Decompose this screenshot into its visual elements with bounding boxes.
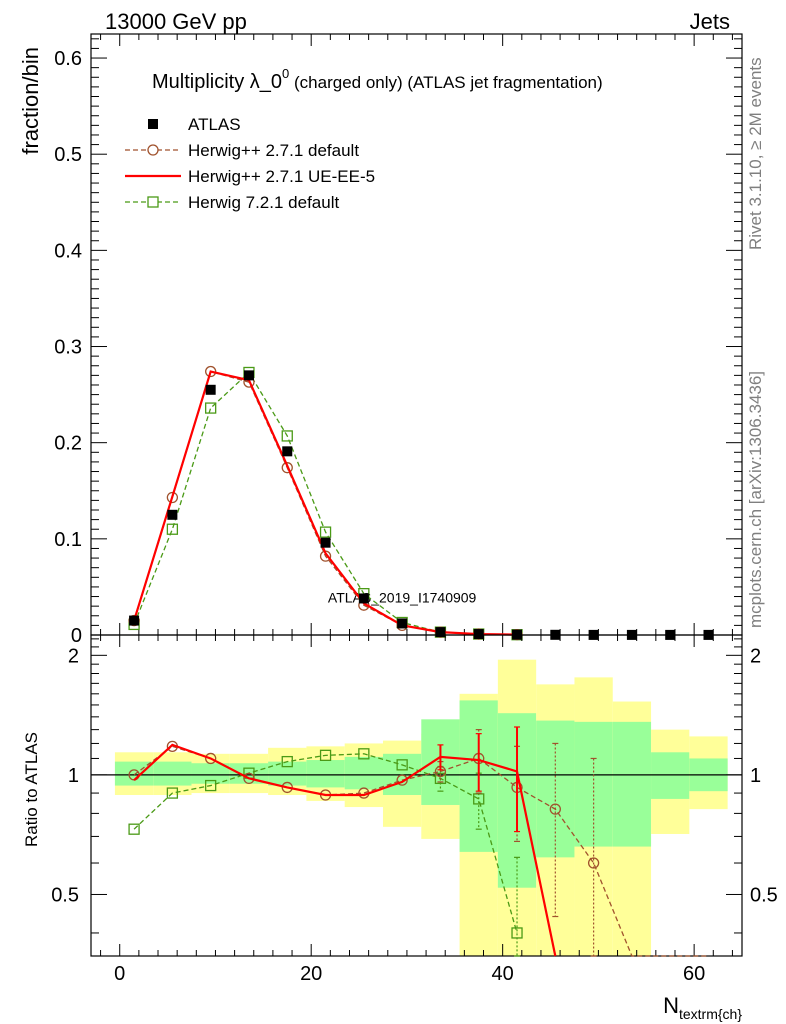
- band-inner: [344, 756, 383, 790]
- legend: ATLAS Herwig++ 2.7.1 default Herwig++ 2.7.…: [125, 115, 375, 212]
- point-herwigpp-default: [166, 491, 179, 504]
- band-inner: [191, 763, 230, 784]
- ratio-point-herwig7: [473, 793, 485, 805]
- ratio-point-herwig7: [205, 779, 217, 792]
- point-atlas: [205, 384, 216, 395]
- point-atlas: [358, 593, 369, 604]
- ratio-point-herwigpp-default: [243, 772, 255, 785]
- y-tick-label: 0.4: [54, 240, 82, 262]
- rivet-label: Rivet 3.1.10, ≥ 2M events: [746, 57, 765, 250]
- band-inner: [306, 760, 345, 788]
- ratio-y-tick-label: 0.5: [51, 884, 79, 906]
- x-tick-label: 0: [114, 963, 125, 985]
- point-atlas: [167, 509, 178, 520]
- legend-label: Herwig++ 2.7.1 UE-EE-5: [188, 167, 375, 186]
- ratio-point-herwig7: [396, 759, 408, 771]
- point-herwig7: [205, 402, 217, 414]
- ratio-y-tick-label-right: 1: [750, 765, 761, 787]
- x-tick-label: 60: [683, 963, 705, 985]
- y-axis-label: fraction/bin: [18, 47, 43, 155]
- ratio-y-tick-label: 2: [68, 645, 79, 667]
- ratio-y-tick-label: 1: [68, 765, 79, 787]
- y-tick-label: 0.3: [54, 337, 82, 359]
- legend-label: Herwig 7.2.1 default: [188, 193, 339, 212]
- point-atlas: [473, 629, 484, 640]
- point-atlas: [129, 615, 140, 626]
- point-atlas: [320, 537, 331, 548]
- watermark: ATLAS_2019_I1740909: [328, 589, 477, 605]
- ratio-point-herwig7: [166, 787, 179, 799]
- ratio-y-tick-label-right: 2: [750, 645, 761, 667]
- x-axis-label-sub: textrm{ch}: [679, 1006, 742, 1022]
- band-inner: [651, 752, 690, 799]
- ratio-point-herwig7: [281, 755, 293, 768]
- point-atlas: [243, 370, 254, 381]
- legend-marker-square: [147, 196, 159, 208]
- y-tick-label: 0: [71, 625, 82, 647]
- point-atlas: [397, 618, 408, 629]
- band-inner: [612, 721, 652, 847]
- point-herwig7: [166, 523, 179, 535]
- series-line-herwigpp-ueee5: [133, 370, 518, 636]
- band-inner: [268, 761, 307, 786]
- ratio-line-herwig7: [133, 753, 518, 934]
- x-tick-label: 40: [492, 963, 514, 985]
- legend-marker-atlas: [148, 119, 158, 129]
- ratio-line-herwigpp-default: [133, 745, 709, 957]
- ratio-point-herwig7: [434, 772, 447, 785]
- point-herwigpp-default: [281, 462, 293, 474]
- ratio-point-herwigpp-default: [205, 752, 217, 765]
- ratio-plot: 0 20 40 60 0.5 0.5 1 1 2 2: [51, 634, 778, 985]
- ratio-y-axis-label: Ratio to ATLAS: [22, 732, 41, 847]
- process-label: Jets: [690, 9, 730, 34]
- chart-title-main: Multiplicity λ_0: [152, 71, 282, 93]
- band-inner: [153, 761, 192, 786]
- y-tick-label: 0.5: [54, 144, 82, 166]
- mcplots-label: mcplots.cern.ch [arXiv:1306.3436]: [746, 371, 765, 628]
- x-axis-label-main: N: [663, 993, 679, 1018]
- y-tick-label: 0.1: [54, 529, 82, 551]
- ratio-line-herwigpp-ueee5: [133, 743, 557, 957]
- y-tick-label: 0.6: [54, 48, 82, 70]
- legend-label: ATLAS: [188, 115, 241, 134]
- ratio-point-herwig7: [319, 749, 332, 761]
- x-axis-label: Ntextrm{ch}: [663, 993, 742, 1022]
- ratio-point-herwig7: [511, 927, 523, 939]
- legend-label: Herwig++ 2.7.1 default: [188, 141, 359, 160]
- chart-title: Multiplicity λ_00 (charged only) (ATLAS …: [152, 66, 603, 93]
- point-atlas: [435, 627, 446, 638]
- legend-marker-circle: [147, 144, 159, 156]
- point-herwig7: [281, 430, 293, 442]
- chart-title-suffix: (charged only) (ATLAS jet fragmentation): [289, 73, 602, 92]
- point-atlas: [282, 446, 293, 457]
- y-tick-label: 0.2: [54, 433, 82, 455]
- ratio-point-herwigpp-default: [549, 803, 561, 815]
- point-herwig7: [319, 526, 332, 538]
- ratio-point-herwigpp-default: [587, 857, 600, 869]
- ratio-point-herwig7: [128, 823, 140, 835]
- ratio-frame: [90, 634, 743, 957]
- x-tick-label: 20: [300, 963, 322, 985]
- chart-title-sup: 0: [282, 66, 289, 81]
- ratio-y-tick-label-right: 0.5: [750, 884, 778, 906]
- energy-label: 13000 GeV pp: [105, 9, 247, 34]
- point-herwigpp-default: [205, 365, 217, 378]
- ratio-point-herwigpp-default: [396, 774, 408, 786]
- main-plot: 0 0.1 0.2 0.3 0.4 0.5 0.6 ATLAS_2019_I1740909: [54, 33, 743, 647]
- ratio-point-herwig7: [358, 748, 370, 760]
